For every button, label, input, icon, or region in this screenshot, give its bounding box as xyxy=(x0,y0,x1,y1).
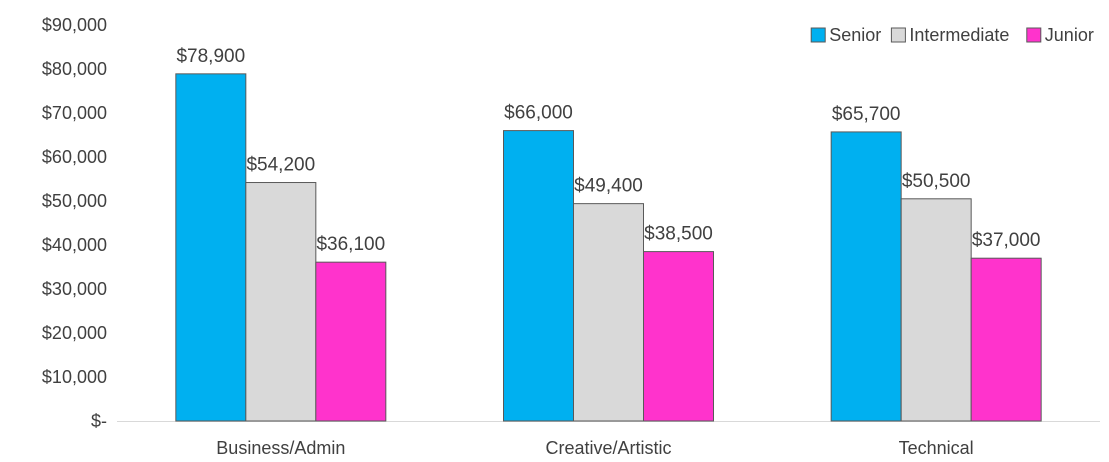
x-tick-label: Technical xyxy=(899,438,974,458)
bar-junior-1 xyxy=(643,251,714,422)
bar-junior-2 xyxy=(970,257,1042,422)
data-label: $50,500 xyxy=(902,171,971,192)
y-axis: $- $10,000 $20,000 $30,000 $40,000 $50,000 $60… xyxy=(42,15,107,431)
bar-senior-1 xyxy=(503,130,574,422)
legend-swatch-junior xyxy=(1026,27,1042,43)
legend-label-junior: Junior xyxy=(1045,25,1094,45)
y-tick-label: $80,000 xyxy=(42,59,107,79)
legend: Senior Intermediate Junior xyxy=(810,25,1094,45)
y-tick-label: $60,000 xyxy=(42,147,107,167)
x-axis: Business/Admin Creative/Artistic Technical xyxy=(117,421,1100,458)
legend-swatch-intermediate xyxy=(890,27,906,43)
data-label: $66,000 xyxy=(504,103,573,124)
data-label: $49,400 xyxy=(574,176,643,197)
data-label: $65,700 xyxy=(832,104,901,125)
bar-intermediate-0 xyxy=(245,182,317,422)
bar-intermediate-1 xyxy=(573,203,644,422)
data-label: $36,100 xyxy=(316,234,385,255)
y-tick-label: $70,000 xyxy=(42,103,107,123)
y-tick-label: $30,000 xyxy=(42,279,107,299)
data-label: $38,500 xyxy=(644,224,713,245)
y-tick-label: $50,000 xyxy=(42,191,107,211)
legend-swatch-senior xyxy=(810,27,826,43)
x-tick-label: Business/Admin xyxy=(216,438,345,458)
y-tick-label: $- xyxy=(91,411,107,431)
legend-label-senior: Senior xyxy=(829,25,881,45)
y-tick-label: $90,000 xyxy=(42,15,107,35)
data-labels: $78,900 $54,200 $36,100 $66,000 $49,400 $38,5… xyxy=(176,46,1040,255)
y-tick-label: $40,000 xyxy=(42,235,107,255)
bar-intermediate-2 xyxy=(900,198,972,422)
data-label: $78,900 xyxy=(176,46,245,67)
legend-label-intermediate: Intermediate xyxy=(909,25,1009,45)
data-label: $37,000 xyxy=(972,230,1041,251)
bars xyxy=(175,73,1042,422)
y-tick-label: $20,000 xyxy=(42,323,107,343)
bar-senior-2 xyxy=(830,131,902,422)
y-tick-label: $10,000 xyxy=(42,367,107,387)
bar-junior-0 xyxy=(315,261,387,422)
bar-senior-0 xyxy=(175,73,247,422)
data-label: $54,200 xyxy=(246,155,315,176)
x-tick-label: Creative/Artistic xyxy=(545,438,671,458)
